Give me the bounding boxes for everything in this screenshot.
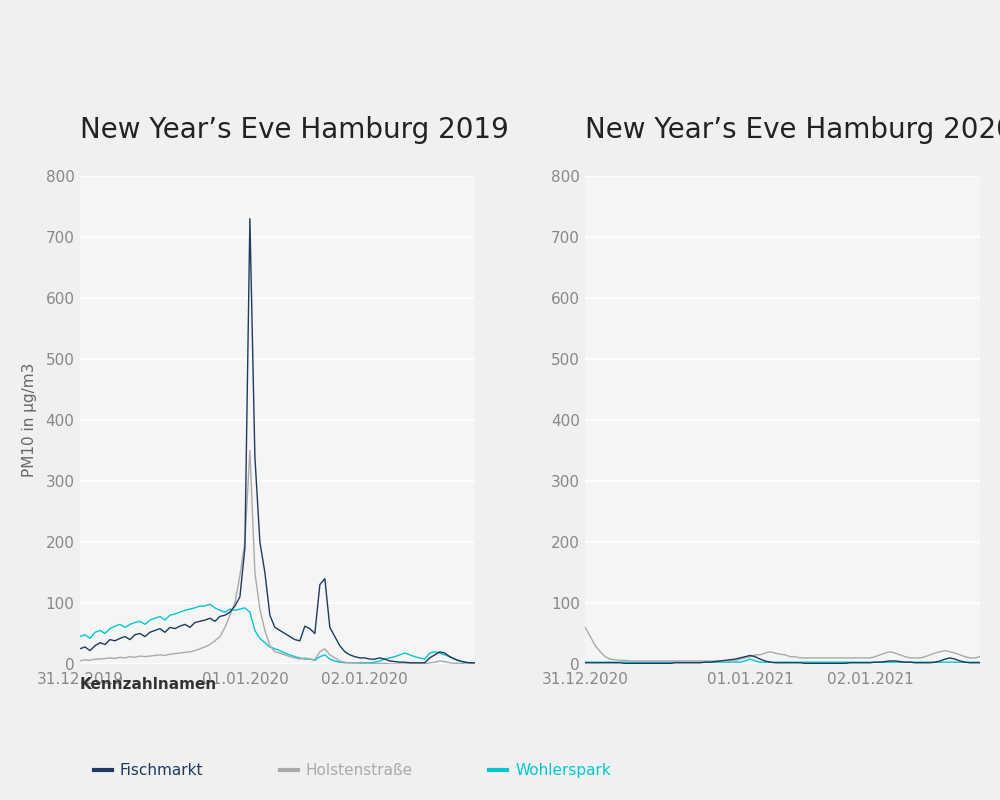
- Legend: Fischmarkt, Holstenstraße, Wohlerspark: Fischmarkt, Holstenstraße, Wohlerspark: [88, 757, 617, 784]
- Text: New Year’s Eve Hamburg 2019: New Year’s Eve Hamburg 2019: [80, 116, 509, 144]
- Text: Kennzahlnamen: Kennzahlnamen: [80, 677, 217, 692]
- Text: New Year’s Eve Hamburg 2020: New Year’s Eve Hamburg 2020: [585, 116, 1000, 144]
- Y-axis label: PM10 in μg/m3: PM10 in μg/m3: [22, 363, 37, 477]
